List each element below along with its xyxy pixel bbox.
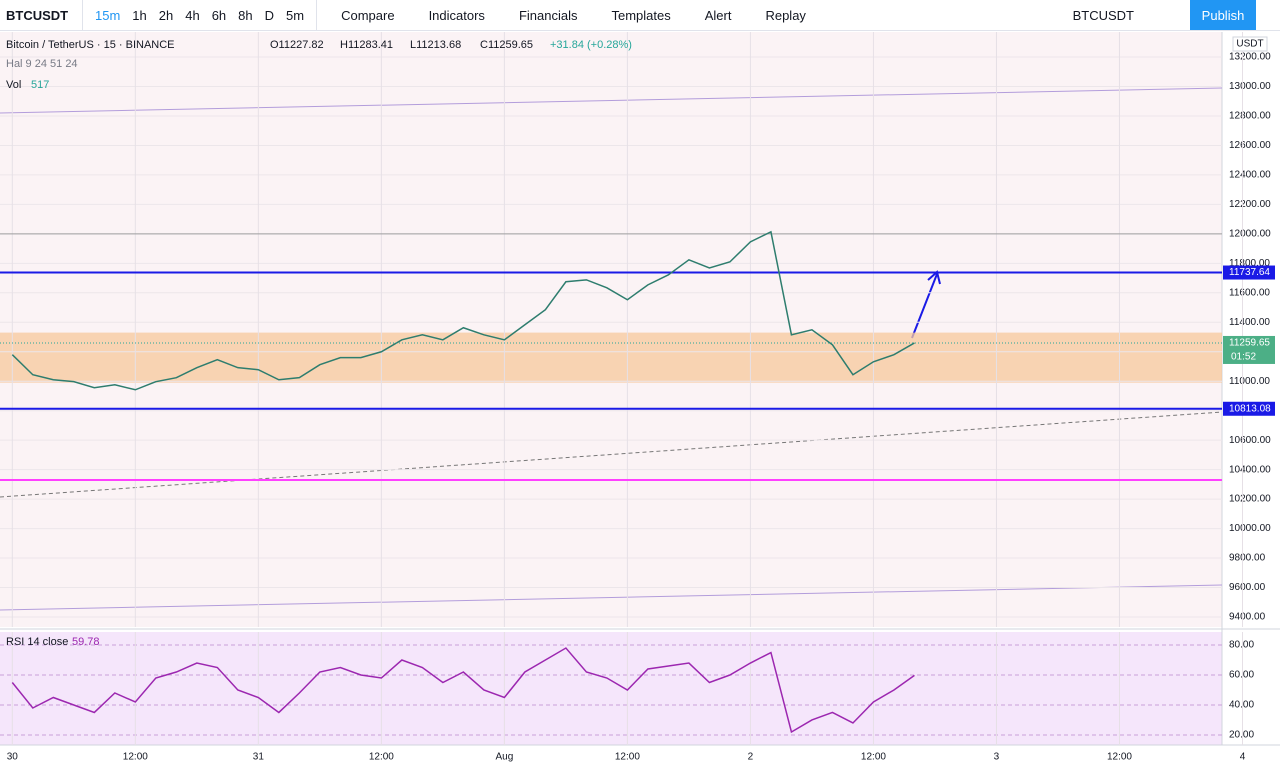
x-tick-label: 2	[748, 752, 754, 763]
legend-open: O11227.82	[270, 39, 324, 51]
legend-change: +31.84 (+0.28%)	[550, 39, 632, 51]
trend-line	[0, 411, 1223, 498]
y-tick-label: 10200.00	[1229, 494, 1271, 505]
channel-line	[0, 87, 1223, 114]
arrow	[911, 273, 938, 339]
channel-line	[0, 584, 1223, 611]
x-tick-label: 12:00	[1107, 752, 1132, 763]
countdown: 01:52	[1231, 352, 1256, 363]
separator	[82, 0, 83, 30]
y-tick-label: 10600.00	[1229, 435, 1271, 446]
y-tick-label: 12400.00	[1229, 170, 1271, 181]
currency-box	[1232, 36, 1268, 52]
study-label: Hal 9 24 51 24	[6, 58, 78, 70]
legend-close: C11259.65	[480, 39, 533, 51]
level-label-bg	[1223, 401, 1275, 416]
rsi-value: 59.78	[72, 636, 100, 648]
toolbar: BTCUSDT 15m 1h 2h 4h 6h 8h D 5m Compare Indicato…	[0, 0, 1280, 31]
y-tick-label: 11600.00	[1229, 287, 1270, 298]
level-label: 10813.08	[1229, 403, 1271, 414]
y-tick-label: 13000.00	[1229, 81, 1271, 92]
y-tick-label: 9600.00	[1229, 582, 1266, 593]
y-tick-label: 11400.00	[1229, 317, 1270, 328]
interval[interactable]: 4h	[185, 7, 200, 23]
toolbar-button[interactable]: Alert	[704, 7, 732, 23]
x-tick-label: 31	[253, 752, 265, 763]
toolbar-button[interactable]: Templates	[611, 7, 671, 23]
x-tick-label: 12:00	[123, 752, 148, 763]
rsi-title: RSI 14 close	[6, 636, 68, 648]
interval[interactable]: 6h	[211, 7, 227, 23]
x-tick-label: 30	[7, 752, 19, 763]
y-tick-label: 40.00	[1229, 700, 1254, 711]
vol-label: Vol	[6, 79, 21, 91]
level-label: 11737.64	[1229, 267, 1270, 278]
pane-bg	[0, 32, 1222, 627]
toolbar-button[interactable]: Compare	[341, 7, 395, 23]
symbol-search[interactable]: BTCUSDT	[1072, 7, 1134, 23]
interval[interactable]: 15m	[95, 7, 121, 23]
last-price-label: 11259.65	[1229, 338, 1270, 349]
y-tick-label: 60.00	[1229, 670, 1254, 681]
toolbar-button[interactable]: Replay	[765, 7, 806, 23]
toolbar-button[interactable]: Indicators	[428, 7, 485, 23]
y-tick-label: 10400.00	[1229, 464, 1271, 475]
y-tick-label: 9400.00	[1229, 612, 1266, 623]
interval[interactable]: 8h	[238, 7, 253, 23]
y-tick-label: 12200.00	[1229, 199, 1271, 210]
vol-value: 517	[31, 79, 49, 91]
currency: USDT	[1236, 39, 1263, 50]
series-line	[11, 647, 915, 734]
x-tick-label: 12:00	[861, 752, 886, 763]
toolbar-button[interactable]: Financials	[518, 7, 578, 23]
y-tick-label: 12800.00	[1229, 111, 1271, 122]
x-tick-label: 4	[1240, 752, 1246, 763]
y-tick-label: 9800.00	[1229, 553, 1266, 564]
interval[interactable]: 2h	[158, 7, 174, 23]
level-label-bg	[1223, 265, 1275, 280]
y-tick-label: 10000.00	[1229, 523, 1271, 534]
y-tick-label: 13200.00	[1229, 52, 1271, 63]
last-price-bg	[1223, 335, 1275, 364]
y-tick-label: 12600.00	[1229, 140, 1271, 151]
x-tick-label: Aug	[495, 752, 513, 763]
y-tick-label: 20.00	[1229, 730, 1254, 741]
separator	[316, 0, 318, 30]
interval[interactable]: D	[264, 7, 275, 23]
publish-button[interactable]: Publish	[1190, 0, 1256, 30]
legend-high: H11283.41	[340, 39, 393, 51]
x-tick-label: 3	[994, 752, 1000, 763]
series-line	[11, 230, 915, 391]
x-tick-label: 12:00	[615, 752, 640, 763]
buttons: Compare Indicators Financials Templates Aler…	[317, 8, 818, 23]
y-tick-label: 11000.00	[1229, 376, 1270, 387]
y-tick-label: 11800.00	[1229, 258, 1270, 269]
intervals: 15m 1h 2h 4h 6h 8h D 5m	[83, 8, 316, 23]
y-tick-label: 12000.00	[1229, 229, 1271, 240]
interval[interactable]: 5m	[286, 7, 305, 23]
legend-low: L11213.68	[410, 39, 461, 51]
rsi-pane-bg	[0, 632, 1222, 745]
chart: 9400.00 9600.00 9800.00 10000.00 10200.00 104…	[0, 32, 1280, 763]
interval[interactable]: 1h	[132, 7, 147, 23]
y-tick-label: 80.00	[1229, 640, 1254, 651]
legend-title: Bitcoin / TetherUS · 15 · BINANCE	[6, 39, 175, 51]
zone	[0, 332, 1222, 383]
symbol[interactable]: BTCUSDT	[6, 7, 69, 23]
x-tick-label: 12:00	[369, 752, 394, 763]
